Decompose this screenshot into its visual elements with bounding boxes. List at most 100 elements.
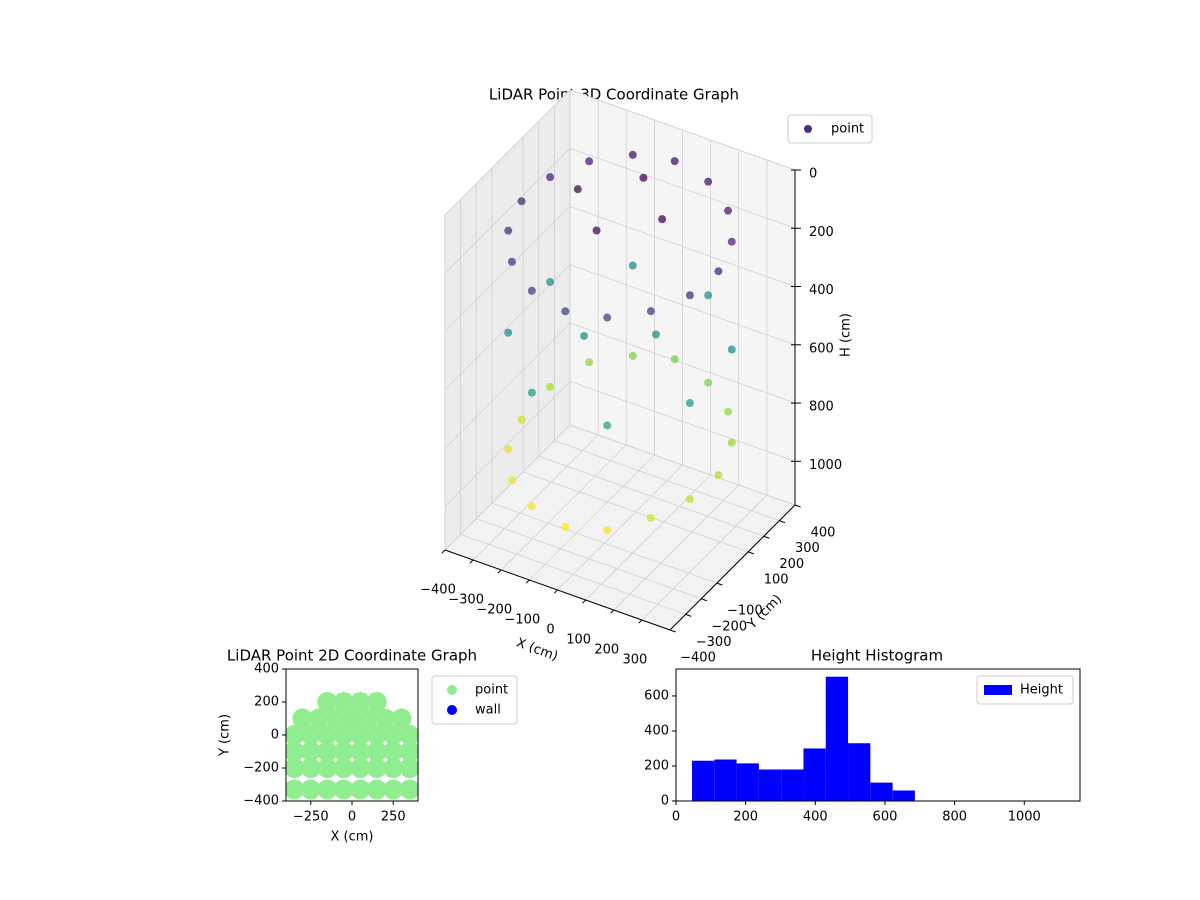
point [580, 331, 589, 340]
grid-line [569, 424, 796, 506]
grid-line [641, 494, 768, 621]
tick-mark [638, 619, 643, 624]
bar [736, 763, 759, 801]
point [704, 378, 713, 387]
point [670, 157, 679, 166]
point [309, 708, 329, 729]
legend-box [787, 114, 873, 144]
point [333, 779, 354, 800]
grid-line [491, 502, 718, 584]
point [366, 758, 387, 778]
x-tick-label: −250 [293, 810, 329, 825]
x-tick-label: 100 [566, 633, 591, 648]
tick-mark [701, 598, 708, 602]
point [517, 197, 526, 206]
point [292, 708, 313, 729]
y-tick-label: −100 [727, 604, 763, 619]
point [317, 758, 338, 778]
legend-label: point [475, 683, 508, 698]
legend-swatch [984, 685, 1012, 695]
grid-line [444, 424, 571, 551]
grid-line [522, 471, 749, 553]
y-tick-label: −200 [711, 619, 747, 634]
y-tick-label: 100 [764, 572, 789, 587]
z-tick-label: 400 [809, 283, 834, 298]
point [366, 779, 387, 800]
y-tick-label: −400 [680, 651, 716, 666]
grid-line [529, 454, 655, 581]
tick-mark [554, 589, 558, 594]
point [286, 741, 305, 762]
grid-line [444, 381, 571, 507]
grid-line [569, 380, 796, 462]
point [639, 173, 648, 182]
grid-line [476, 518, 702, 600]
point [507, 476, 516, 485]
point [399, 725, 418, 745]
tick-mark [497, 569, 502, 574]
plot-frame [675, 668, 1081, 802]
point [685, 399, 694, 408]
grid-line [460, 533, 686, 615]
point [507, 257, 516, 266]
x-axis-label: X (cm) [331, 830, 374, 845]
point [592, 226, 601, 235]
y-tick-label: 400 [644, 723, 669, 738]
tick-mark [441, 549, 446, 554]
point [317, 725, 338, 745]
z-tick-label: 800 [809, 400, 834, 415]
y-tick-label: 200 [254, 695, 279, 710]
grid-line [569, 147, 796, 229]
x-tick-label: 400 [803, 810, 828, 825]
point [561, 522, 570, 531]
point [714, 471, 723, 480]
point [366, 741, 387, 762]
point [685, 291, 694, 300]
point [300, 741, 321, 762]
z-tick-label: 200 [809, 225, 834, 240]
point [546, 278, 555, 287]
grid-line [569, 322, 796, 404]
chart-title: LiDAR Point 2D Coordinate Graph [227, 647, 477, 665]
x-tick-label: −200 [476, 603, 512, 618]
point [546, 173, 555, 182]
legend-marker [447, 685, 457, 695]
legend-label: point [831, 122, 864, 137]
point [546, 382, 555, 391]
x-tick-label: 200 [733, 810, 758, 825]
x-tick-label: −100 [505, 613, 541, 628]
tick-mark [763, 535, 770, 539]
chart-title: Height Histogram [811, 647, 943, 665]
point [383, 758, 404, 778]
point [333, 725, 354, 745]
point [527, 286, 536, 295]
legend-marker [804, 125, 812, 133]
point [724, 407, 733, 416]
x-tick-label: 0 [672, 810, 680, 825]
point [527, 502, 536, 511]
point [350, 741, 371, 762]
point [399, 741, 418, 762]
y-tick-label: 200 [779, 557, 804, 572]
grid-line [538, 455, 764, 537]
grid-line [569, 264, 796, 346]
legend-label: Height [1020, 683, 1063, 698]
point [391, 708, 412, 729]
point [350, 725, 371, 745]
bar [781, 769, 804, 801]
point [651, 330, 660, 339]
point [286, 758, 305, 778]
y-tick-label: −200 [243, 761, 279, 776]
point [504, 328, 513, 337]
bar [692, 760, 715, 801]
x-tick-label: −300 [448, 593, 484, 608]
point [325, 708, 346, 729]
legend-box [976, 675, 1074, 705]
bar [803, 748, 826, 801]
bar [870, 782, 893, 801]
point [628, 351, 637, 360]
z-tick-label: 600 [809, 341, 834, 356]
bar [714, 759, 737, 801]
